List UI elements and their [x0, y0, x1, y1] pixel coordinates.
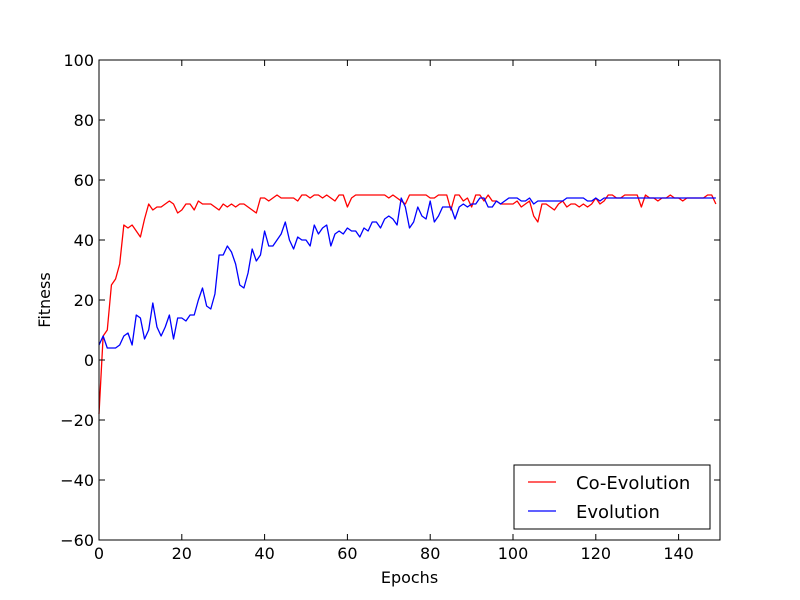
legend-label-evolution: Evolution [576, 502, 660, 523]
legend-box [513, 464, 711, 530]
y-tick-label: 0 [84, 351, 94, 370]
legend: Co-Evolution Evolution [513, 464, 711, 530]
series-line-evolution [98, 197, 716, 349]
y-tick-label: 100 [63, 51, 94, 70]
x-tick-label: 120 [581, 544, 612, 563]
y-tick-label: 20 [74, 291, 94, 310]
x-tick-label: 0 [94, 544, 104, 563]
x-tick-label: 20 [172, 544, 192, 563]
x-axis-label: Epochs [381, 568, 438, 587]
series-line-co-evolution [98, 194, 717, 415]
y-tick-label: 40 [74, 231, 94, 250]
y-tick-label: −60 [60, 531, 94, 550]
legend-label-co-evolution: Co-Evolution [576, 473, 690, 494]
x-tick-label: 80 [420, 544, 440, 563]
y-axis-label: Fitness [35, 272, 54, 327]
y-tick-label: 80 [74, 111, 94, 130]
x-tick-label: 140 [663, 544, 694, 563]
x-tick-label: 60 [337, 544, 357, 563]
y-tick-label: −40 [60, 471, 94, 490]
x-tick-label: 100 [498, 544, 529, 563]
y-tick-label: 60 [74, 171, 94, 190]
y-tick-label: −20 [60, 411, 94, 430]
x-tick-label: 40 [254, 544, 274, 563]
